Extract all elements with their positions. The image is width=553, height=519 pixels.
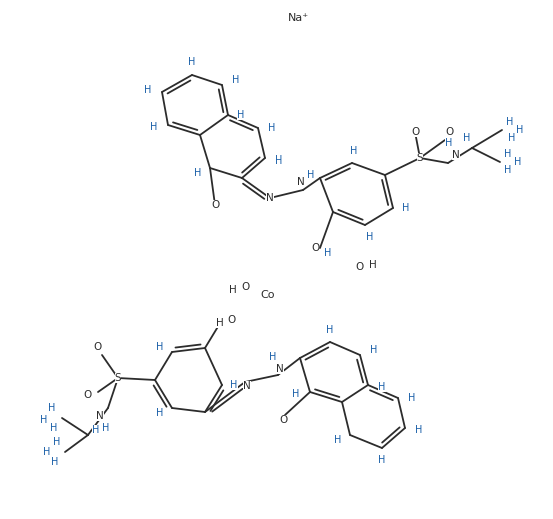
Text: H: H [403,203,410,213]
Text: O: O [211,200,219,210]
Text: H: H [229,285,237,295]
Text: O: O [93,342,101,352]
Text: N: N [266,193,274,203]
Text: H: H [92,425,100,435]
Text: H: H [150,122,158,132]
Text: H: H [508,133,516,143]
Text: Na⁺: Na⁺ [288,13,309,23]
Text: S: S [114,373,121,383]
Text: H: H [504,165,512,175]
Text: H: H [275,156,283,166]
Text: O: O [446,127,454,137]
Text: O: O [241,282,249,292]
Text: H: H [517,125,524,135]
Text: H: H [463,133,471,143]
Text: H: H [144,85,152,95]
Text: H: H [326,325,333,335]
Text: H: H [216,318,224,328]
Text: H: H [51,457,59,467]
Text: Co: Co [261,290,275,300]
Text: O: O [279,415,287,425]
Text: O: O [411,127,419,137]
Text: H: H [371,345,378,355]
Text: H: H [43,447,51,457]
Text: H: H [40,415,48,425]
Text: S: S [417,153,423,163]
Text: H: H [366,232,374,242]
Text: N: N [297,177,305,187]
Text: H: H [156,342,164,352]
Text: N: N [243,381,251,391]
Text: H: H [307,170,315,180]
Text: H: H [50,423,58,433]
Text: H: H [324,248,332,258]
Text: H: H [378,455,385,465]
Text: H: H [189,57,196,67]
Text: H: H [514,157,521,167]
Text: H: H [408,393,416,403]
Text: N: N [452,150,460,160]
Text: H: H [378,382,385,392]
Text: H: H [53,437,61,447]
Text: H: H [507,117,514,127]
Text: H: H [369,260,377,270]
Text: N: N [96,411,104,421]
Text: H: H [293,389,300,399]
Text: H: H [335,435,342,445]
Text: H: H [445,138,453,148]
Text: H: H [156,408,164,418]
Text: H: H [48,403,56,413]
Text: H: H [102,423,109,433]
Text: H: H [194,168,202,178]
Text: O: O [228,315,236,325]
Text: H: H [415,425,422,435]
Text: H: H [269,352,276,362]
Text: N: N [276,364,284,374]
Text: H: H [268,123,276,133]
Text: O: O [356,262,364,272]
Text: O: O [311,243,319,253]
Text: H: H [350,146,358,156]
Text: H: H [232,75,239,85]
Text: H: H [275,155,283,165]
Text: H: H [504,149,512,159]
Text: H: H [237,110,244,120]
Text: H: H [230,380,238,390]
Text: O: O [84,390,92,400]
